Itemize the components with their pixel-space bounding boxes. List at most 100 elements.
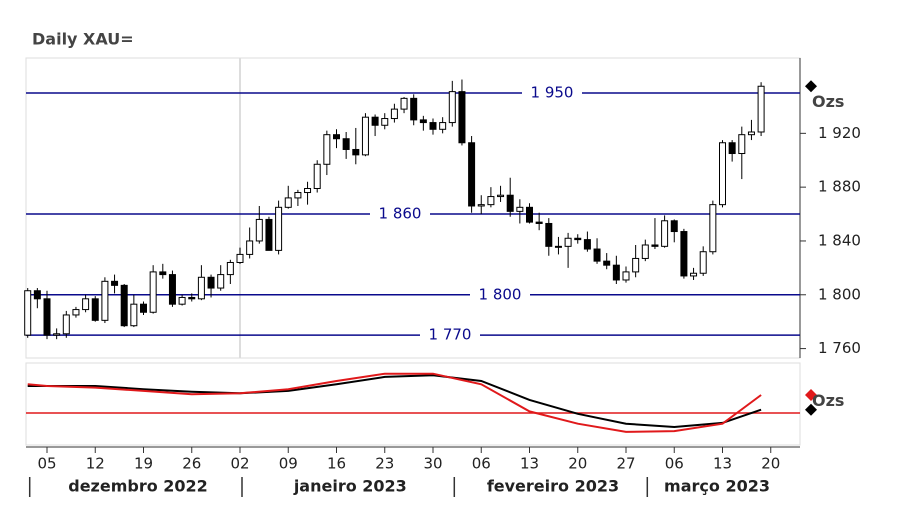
candle-body [497, 194, 505, 198]
candle-body [294, 192, 302, 199]
x-tick-label: 23 [375, 455, 394, 473]
candle-body [545, 222, 553, 247]
x-tick-label: 26 [182, 455, 201, 473]
candle-body [670, 220, 678, 233]
candle-body [371, 116, 379, 126]
candle-body [458, 91, 466, 144]
group-label: janeiro 2023 [293, 477, 407, 496]
candle-body [323, 134, 331, 165]
x-tick-label: 09 [279, 455, 298, 473]
candle-body [217, 274, 225, 289]
candle-body [757, 85, 765, 133]
candle-body [400, 97, 408, 110]
candle-body [603, 260, 611, 266]
y-tick-label: 1 920 [818, 124, 861, 142]
candle-body [535, 221, 543, 224]
x-tick-label: 02 [230, 455, 249, 473]
candle-body [680, 231, 688, 277]
candle-body [255, 218, 263, 242]
candle-body [120, 284, 128, 327]
group-label: março 2023 [664, 477, 770, 496]
x-tick-label: 20 [568, 455, 587, 473]
candle-body [429, 122, 437, 130]
candle-body [140, 303, 147, 313]
candle-body [477, 204, 485, 207]
candle-body [72, 309, 80, 316]
candle-body [178, 296, 186, 305]
candle-body [91, 298, 99, 321]
candle-body [448, 91, 456, 124]
candle-body [526, 206, 533, 223]
candle-body [390, 108, 398, 120]
x-tick-label: 20 [761, 455, 780, 473]
level-label: 1 950 [531, 83, 574, 101]
candle-body [342, 138, 350, 150]
group-label: fevereiro 2023 [487, 477, 619, 496]
candle-body [226, 261, 234, 276]
candle-body [333, 134, 340, 140]
y-tick-label: 1 760 [818, 339, 861, 357]
candle-body [574, 237, 582, 241]
candle-body [709, 204, 717, 253]
x-tick-label: 30 [423, 455, 442, 473]
axis-label: Ozs [812, 92, 844, 111]
candle-body [284, 197, 292, 208]
candle-body [33, 290, 41, 300]
candle-body [101, 280, 109, 321]
candle-body [564, 237, 572, 247]
x-tick-label: 13 [520, 455, 539, 473]
group-label: dezembro 2022 [68, 477, 208, 496]
level-label-bg [370, 205, 430, 224]
candle-body [622, 271, 630, 281]
level-label: 1 800 [479, 285, 522, 303]
candle-body [62, 314, 70, 335]
indicator-line [27, 372, 762, 433]
level-label-bg [470, 285, 530, 304]
lower-panel-frame [25, 362, 801, 446]
candle-body [410, 97, 418, 121]
candle-body [159, 271, 167, 276]
candle-body [24, 290, 32, 336]
x-tick-label: 16 [327, 455, 346, 473]
candle-body [275, 206, 283, 251]
candle-body [168, 274, 176, 305]
candle-body [487, 196, 495, 206]
level-label: 1 770 [429, 326, 472, 344]
candle-body [661, 220, 669, 247]
candle-body [352, 148, 360, 156]
axis-label: Ozs [812, 391, 844, 410]
candle-body [719, 142, 726, 206]
candle-body [738, 134, 746, 155]
candle-body [583, 239, 591, 250]
x-tick-label: 27 [616, 455, 635, 473]
last-value-marker [805, 80, 817, 93]
candle-body [82, 298, 90, 311]
candle-body [43, 298, 51, 336]
last-value-marker [805, 388, 817, 401]
candle-body [699, 251, 707, 274]
level-label-bg [522, 83, 582, 102]
candle-body [188, 296, 196, 300]
x-tick-label: 13 [713, 455, 732, 473]
candle-body [313, 163, 321, 189]
candle-body [265, 218, 273, 251]
x-tick-label: 06 [472, 455, 491, 473]
last-value-marker [805, 403, 817, 416]
indicator-line [27, 374, 762, 429]
candle-body [197, 276, 205, 300]
y-tick-label: 1 880 [818, 178, 861, 196]
candle-body [111, 280, 119, 286]
candle-body [632, 257, 640, 273]
candle-body [593, 248, 601, 262]
candle-body [439, 122, 447, 130]
candle-body [651, 244, 659, 247]
candle-body [149, 271, 157, 313]
candle-body [53, 333, 61, 336]
candle-body [381, 118, 389, 126]
y-tick-label: 1 800 [818, 285, 861, 303]
level-label: 1 860 [379, 205, 422, 223]
candle-body [246, 240, 254, 255]
candle-body [130, 303, 138, 327]
candle-body [516, 206, 524, 212]
